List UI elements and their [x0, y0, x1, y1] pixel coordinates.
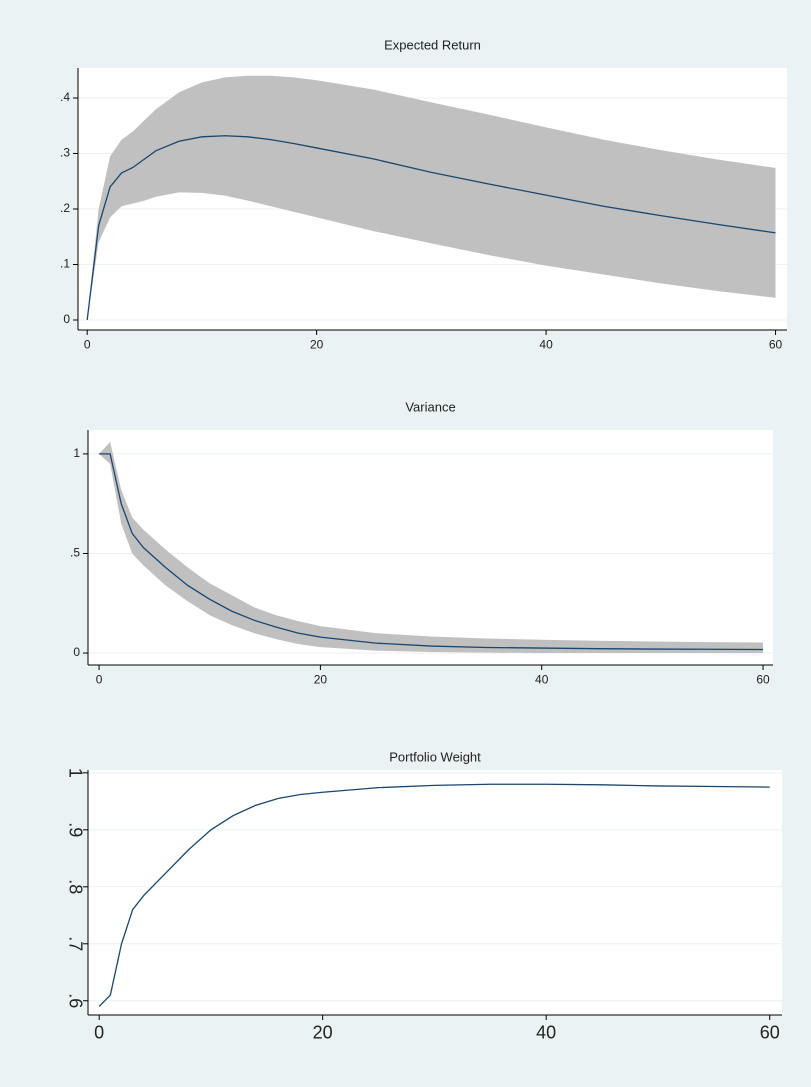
plot-area: [88, 770, 782, 1015]
y-tick-label: .9: [65, 822, 85, 837]
x-tick-label: 60: [756, 672, 770, 686]
chart-title: Portfolio Weight: [389, 749, 481, 764]
chart-title: Variance: [405, 399, 455, 414]
y-tick-label: .1: [60, 257, 70, 271]
plot-area: [88, 430, 773, 665]
chart-title: Expected Return: [384, 37, 481, 52]
y-tick-label: 0: [73, 645, 80, 659]
y-tick-label: 1: [65, 768, 85, 778]
x-tick-label: 20: [313, 1023, 333, 1043]
x-tick-label: 20: [310, 337, 324, 351]
x-tick-label: 0: [96, 672, 103, 686]
x-tick-label: 20: [314, 672, 328, 686]
y-tick-label: 0: [63, 312, 70, 326]
line: [86, 135, 776, 321]
x-tick-label: 60: [769, 337, 783, 351]
y-tick-label: .3: [60, 146, 70, 160]
confidence-band: [87, 75, 776, 321]
x-tick-label: 40: [539, 337, 553, 351]
x-tick-label: 60: [760, 1023, 780, 1043]
y-tick-label: .6: [65, 993, 85, 1008]
x-tick-label: 0: [84, 337, 91, 351]
y-tick-label: .5: [70, 546, 80, 560]
x-tick-label: 0: [94, 1023, 104, 1043]
y-tick-label: .2: [60, 201, 70, 215]
line: [98, 783, 770, 1007]
x-tick-label: 40: [535, 672, 549, 686]
y-tick-label: .4: [60, 90, 70, 104]
y-tick-label: .8: [65, 879, 85, 894]
line: [99, 453, 764, 651]
y-tick-label: 1: [73, 446, 80, 460]
x-tick-label: 40: [536, 1023, 556, 1043]
y-tick-label: .7: [65, 936, 85, 951]
